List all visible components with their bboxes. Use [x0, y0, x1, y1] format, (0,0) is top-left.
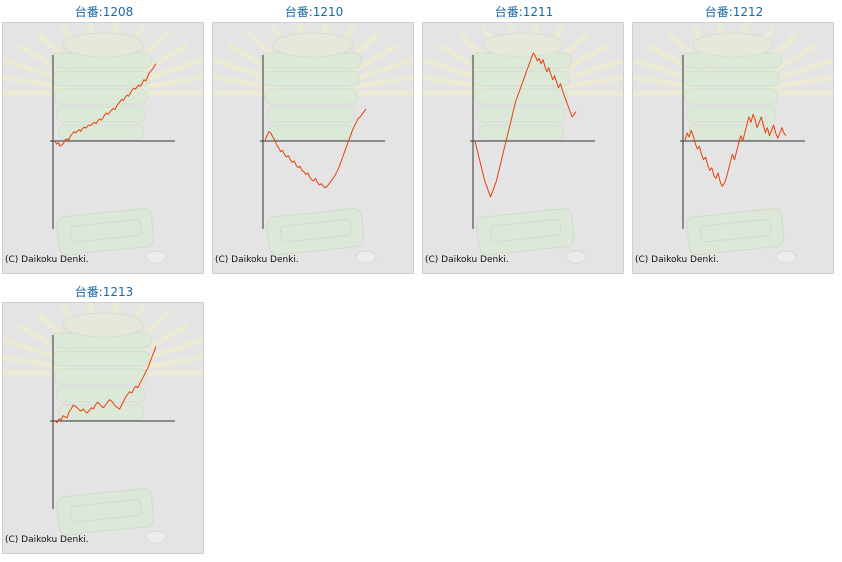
copyright-label: (C) Daikoku Denki.: [5, 535, 89, 545]
payout-series-line: [474, 52, 577, 198]
payout-series-line: [54, 346, 157, 424]
slump-graph: [680, 55, 805, 229]
slump-graph-panel[interactable]: (C) Daikoku Denki.: [422, 22, 624, 274]
machine-title-link[interactable]: 台番:1208: [74, 5, 134, 19]
machine-card-4: 台番:1213 (C) Daikoku Denki.: [2, 280, 206, 554]
payout-series-line: [54, 63, 157, 147]
background-illustration: [3, 303, 203, 544]
background-illustration: [423, 23, 623, 264]
copyright-label: (C) Daikoku Denki.: [425, 255, 509, 265]
machine-title-link[interactable]: 台番:1210: [284, 5, 344, 19]
payout-series-line: [264, 108, 367, 189]
copyright-label: (C) Daikoku Denki.: [5, 255, 89, 265]
machine-card-3: 台番:1212 (C) Daikoku Denki.: [632, 0, 836, 274]
machine-card-1: 台番:1210 (C) Daikoku Denki.: [212, 0, 416, 274]
machine-card-2: 台番:1211 (C) Daikoku Denki.: [422, 0, 626, 274]
background-illustration: [3, 23, 203, 264]
background-illustration: [633, 23, 833, 264]
slump-graph: [50, 335, 175, 509]
slump-graph-panel[interactable]: (C) Daikoku Denki.: [212, 22, 414, 274]
slump-graph: [470, 52, 595, 229]
machine-title-link[interactable]: 台番:1213: [74, 285, 134, 299]
slump-graph-panel[interactable]: (C) Daikoku Denki.: [632, 22, 834, 274]
slump-graph-panel[interactable]: (C) Daikoku Denki.: [2, 22, 204, 274]
machine-title-link[interactable]: 台番:1211: [494, 5, 554, 19]
slump-graph-panel[interactable]: (C) Daikoku Denki.: [2, 302, 204, 554]
machine-title-link[interactable]: 台番:1212: [704, 5, 764, 19]
payout-series-line: [684, 113, 787, 187]
slump-graph: [50, 55, 175, 229]
copyright-label: (C) Daikoku Denki.: [215, 255, 299, 265]
machine-card-0: 台番:1208 (C) Daikoku Denki.: [2, 0, 206, 274]
copyright-label: (C) Daikoku Denki.: [635, 255, 719, 265]
slump-graph: [260, 55, 385, 229]
